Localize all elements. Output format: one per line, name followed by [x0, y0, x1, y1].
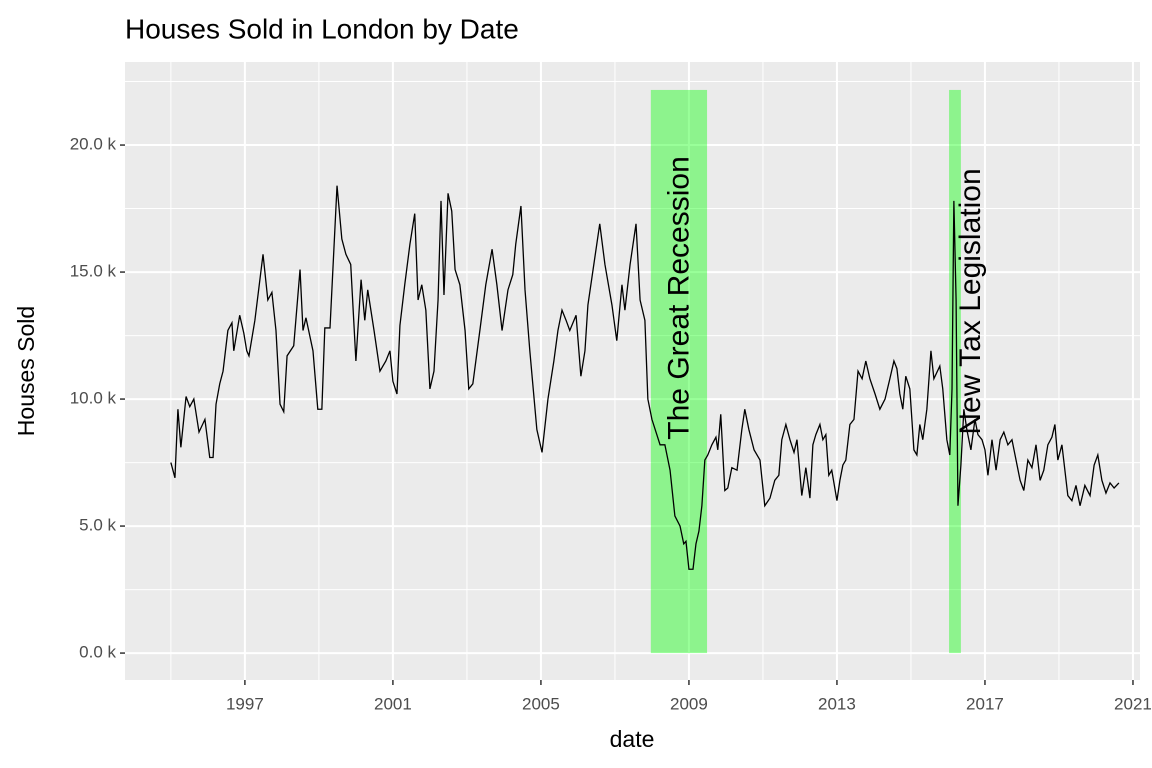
highlight-band	[949, 89, 961, 654]
data-line	[170, 185, 1120, 570]
annotation-label: New Tax Legislation	[954, 168, 987, 434]
y-tick-label: 10.0 k	[70, 389, 117, 408]
x-axis-title: date	[610, 726, 655, 752]
y-axis-title: Houses Sold	[13, 306, 39, 436]
y-tick-label: 20.0 k	[70, 135, 117, 154]
highlight-band	[650, 89, 708, 654]
x-tick-label: 1997	[226, 694, 264, 713]
y-tick-label: 5.0 k	[79, 516, 116, 535]
y-tick-label: 0.0 k	[79, 643, 116, 662]
x-tick-label: 2001	[374, 694, 412, 713]
x-tick-label: 2017	[966, 694, 1004, 713]
chart-title: Houses Sold in London by Date	[125, 13, 519, 44]
x-tick-label: 2021	[1114, 694, 1152, 713]
panel	[125, 62, 1140, 680]
x-tick-label: 2013	[818, 694, 856, 713]
y-tick-label: 15.0 k	[70, 262, 117, 281]
annotation-label: The Great Recession	[663, 156, 696, 439]
x-tick-label: 2009	[670, 694, 708, 713]
x-tick-label: 2005	[522, 694, 560, 713]
